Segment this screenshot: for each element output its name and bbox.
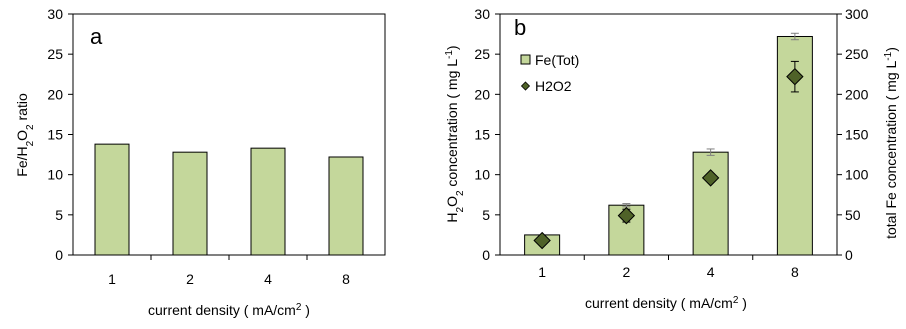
chart-a-bars: [94, 143, 364, 256]
x-tick-label: 8: [342, 271, 350, 287]
point-h2o2: [617, 206, 636, 225]
y-tick-right-label: 250: [845, 46, 869, 62]
y-tick-label: 15: [474, 127, 490, 143]
y-tick-label: 15: [47, 127, 63, 143]
x-tick-label: 1: [538, 264, 546, 280]
chart-a-x-axis: 1 2 4 8: [108, 255, 350, 287]
legend-h2o2-swatch: [520, 81, 531, 91]
x-tick-label: 2: [186, 271, 194, 287]
x-tick-label: 2: [622, 264, 630, 280]
x-tick-label: 4: [707, 264, 715, 280]
y-tick-label: 20: [474, 86, 490, 102]
error-bar-fe-tot: [790, 32, 799, 41]
bar: [328, 156, 364, 256]
y-tick-label: 10: [47, 167, 63, 183]
x-tick-label: 4: [264, 271, 272, 287]
chart-b-x-axis-title: current density ( mA/cm2 ): [585, 295, 747, 312]
chart-b-right-y-axis-title: total Fe concentration ( mg L-1): [883, 47, 900, 239]
chart-a-x-axis-title: current density ( mA/cm2 ): [148, 302, 310, 319]
chart-a-y-axis: 0 5 10 15 20 25 30: [47, 6, 73, 263]
x-tick-label: 1: [108, 271, 116, 287]
chart-a: 0 5 10 15 20 25 30 1 2 4 8 a Fe/H2O2 ratio curren…: [14, 6, 386, 319]
chart-b-right-y-axis: 0 50 100 150 200 250 300: [837, 6, 869, 263]
chart-b-left-y-axis-title: H2O2 concentration ( mg L-1): [444, 45, 466, 222]
y-tick-label: 10: [474, 167, 490, 183]
y-tick-right-label: 200: [845, 86, 869, 102]
y-tick-right-label: 300: [845, 6, 869, 22]
y-tick-label: 25: [47, 46, 63, 62]
bar: [250, 147, 286, 256]
legend-fe-tot-swatch: [520, 54, 531, 65]
chart-a-panel-label: a: [90, 24, 103, 49]
bar-fe-tot: [692, 151, 729, 256]
chart-b-panel-label: b: [514, 15, 526, 40]
y-tick-label: 20: [47, 86, 63, 102]
chart-b-points: [533, 60, 804, 250]
chart-b-legend: Fe(Tot) H2O2: [520, 52, 579, 94]
point-h2o2: [786, 67, 804, 86]
chart-b-x-axis: 1 2 4 8: [538, 255, 799, 280]
chart-b-left-y-axis: 0 5 10 15 20 25 30: [474, 6, 500, 263]
y-tick-label: 30: [47, 6, 63, 22]
chart-a-y-axis-title: Fe/H2O2 ratio: [14, 93, 36, 177]
bar: [94, 143, 130, 256]
y-tick-label: 0: [482, 247, 490, 263]
y-tick-right-label: 50: [845, 207, 861, 223]
point-h2o2: [701, 169, 720, 187]
chart-b: 0 5 10 15 20 25 30 0 50 100 150 200 250 300 1 2 4 8 b F…: [444, 6, 900, 311]
bar: [172, 151, 208, 256]
y-tick-label: 0: [55, 247, 63, 263]
y-tick-label: 5: [482, 207, 490, 223]
y-tick-label: 30: [474, 6, 490, 22]
chart-b-bars: [524, 32, 813, 256]
error-bar-fe-tot: [706, 148, 715, 156]
point-h2o2: [533, 231, 551, 250]
y-tick-right-label: 150: [845, 127, 869, 143]
x-tick-label: 8: [791, 264, 799, 280]
y-tick-label: 25: [474, 46, 490, 62]
error-bar-fe-tot: [622, 203, 631, 208]
y-tick-right-label: 100: [845, 167, 869, 183]
y-tick-right-label: 0: [845, 247, 853, 263]
legend-h2o2-label: H2O2: [535, 78, 572, 94]
legend-fe-tot-label: Fe(Tot): [535, 52, 579, 68]
y-tick-label: 5: [55, 207, 63, 223]
